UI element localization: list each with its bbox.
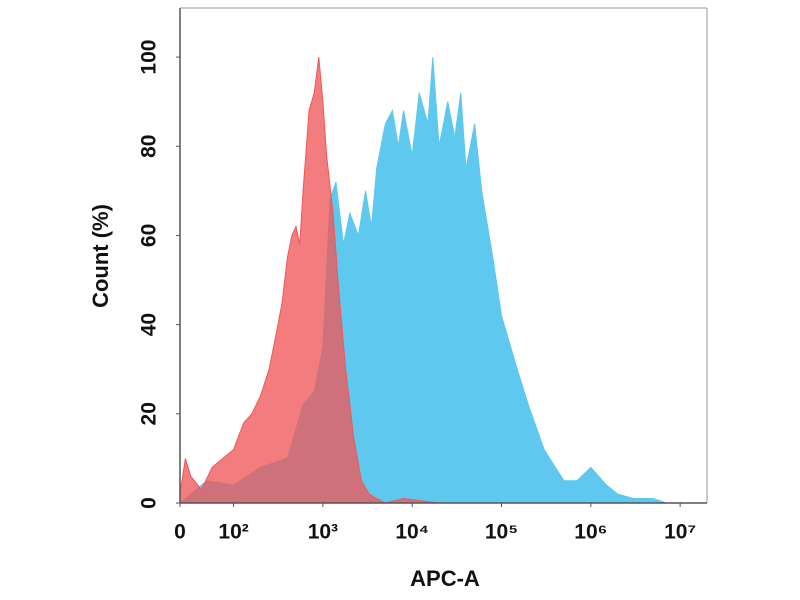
- x-tick-label: 10⁵: [485, 521, 518, 544]
- histogram-area: [179, 56, 440, 504]
- y-tick-label: 100: [138, 40, 161, 75]
- x-tick-label: 10³: [308, 521, 338, 544]
- y-tick-label: 20: [138, 402, 161, 425]
- x-tick-label: 10⁶: [574, 521, 607, 544]
- x-axis-label: APC-A: [410, 566, 480, 591]
- x-tick-label: 10⁷: [664, 521, 696, 544]
- y-tick-label: 60: [138, 224, 161, 247]
- y-tick-label: 40: [138, 313, 161, 336]
- x-tick-label: 10²: [218, 521, 248, 544]
- x-tick-label: 10⁴: [395, 521, 429, 544]
- y-tick-label: 0: [138, 497, 161, 509]
- y-axis-label: Count (%): [88, 204, 113, 308]
- y-tick-label: 80: [138, 135, 161, 158]
- x-tick-label: 0: [174, 521, 186, 544]
